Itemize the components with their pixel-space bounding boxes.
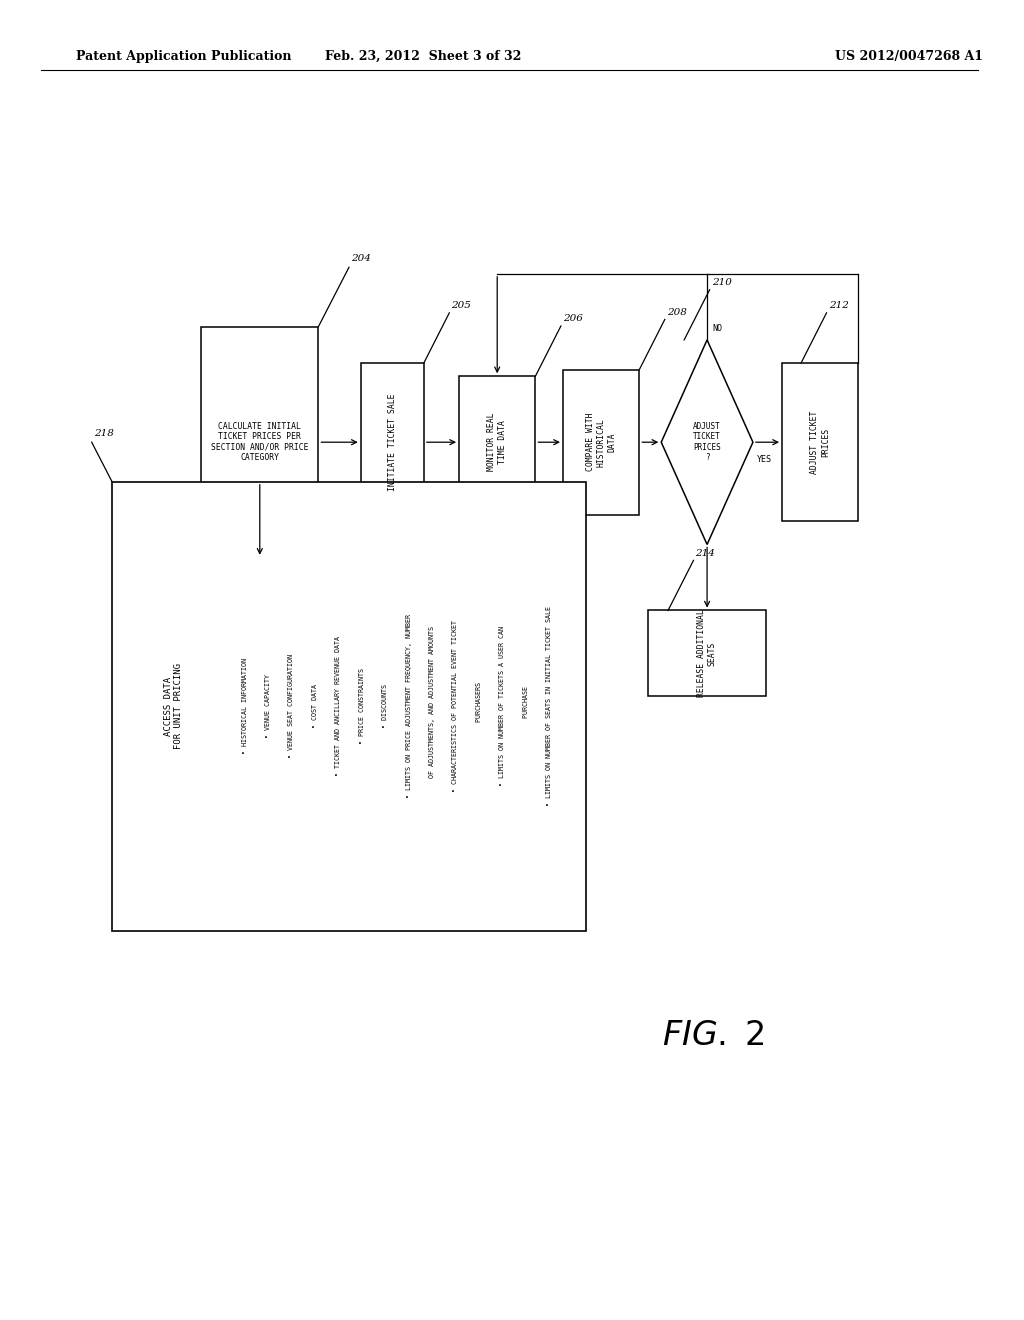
Bar (360, 363, 424, 521)
Text: • VENUE CAPACITY: • VENUE CAPACITY (265, 675, 271, 738)
Text: Feb. 23, 2012  Sheet 3 of 32: Feb. 23, 2012 Sheet 3 of 32 (325, 50, 521, 63)
Bar (112, 482, 586, 931)
Text: ADJUST
TICKET
PRICES
?: ADJUST TICKET PRICES ? (693, 422, 721, 462)
Bar (782, 363, 858, 521)
Text: CALCULATE INITIAL
TICKET PRICES PER
SECTION AND/OR PRICE
CATEGORY: CALCULATE INITIAL TICKET PRICES PER SECT… (211, 422, 308, 462)
Bar (563, 370, 639, 515)
Text: 218: 218 (94, 429, 114, 438)
Text: • LIMITS ON NUMBER OF TICKETS A USER CAN: • LIMITS ON NUMBER OF TICKETS A USER CAN (500, 626, 505, 787)
Text: 205: 205 (452, 301, 471, 310)
Text: Patent Application Publication: Patent Application Publication (77, 50, 292, 63)
Text: COMPARE WITH
HISTORICAL
DATA: COMPARE WITH HISTORICAL DATA (586, 413, 616, 471)
Text: 212: 212 (828, 301, 849, 310)
Text: • VENUE SEAT CONFIGURATION: • VENUE SEAT CONFIGURATION (289, 655, 294, 758)
Text: 210: 210 (712, 279, 731, 286)
Text: • HISTORICAL INFORMATION: • HISTORICAL INFORMATION (242, 659, 248, 754)
Text: ACCESS DATA
FOR UNIT PRICING: ACCESS DATA FOR UNIT PRICING (164, 663, 183, 750)
Text: PURCHASERS: PURCHASERS (476, 682, 482, 730)
Text: NO: NO (712, 325, 722, 333)
Bar (202, 327, 318, 557)
Text: 204: 204 (351, 255, 371, 263)
Text: 214: 214 (695, 549, 716, 557)
Text: • PRICE CONSTRAINTS: • PRICE CONSTRAINTS (358, 668, 365, 744)
Bar (648, 610, 766, 697)
Text: 206: 206 (563, 314, 583, 323)
Text: YES: YES (757, 455, 772, 465)
Text: OF ADJUSTMENTS, AND ADJUSTMENT AMOUNTS: OF ADJUSTMENTS, AND ADJUSTMENT AMOUNTS (429, 626, 435, 787)
Text: INITIATE TICKET SALE: INITIATE TICKET SALE (388, 393, 396, 491)
Text: ADJUST TICKET
PRICES: ADJUST TICKET PRICES (810, 411, 829, 474)
Text: 208: 208 (667, 308, 687, 317)
Polygon shape (662, 339, 753, 544)
Text: US 2012/0047268 A1: US 2012/0047268 A1 (836, 50, 983, 63)
Text: • TICKET AND ANCILLARY REVENUE DATA: • TICKET AND ANCILLARY REVENUE DATA (335, 636, 341, 776)
Text: PURCHASE: PURCHASE (522, 686, 528, 726)
Text: • CHARACTERISTICS OF POTENTIAL EVENT TICKET: • CHARACTERISTICS OF POTENTIAL EVENT TIC… (453, 620, 459, 792)
Text: • LIMITS ON NUMBER OF SEATS IN INITIAL TICKET SALE: • LIMITS ON NUMBER OF SEATS IN INITIAL T… (546, 606, 552, 807)
Text: • COST DATA: • COST DATA (312, 684, 317, 729)
Bar (459, 376, 536, 508)
Text: $\mathit{FIG.\ 2}$: $\mathit{FIG.\ 2}$ (662, 1020, 765, 1052)
Text: • LIMITS ON PRICE ADJUSTMENT FREQUENCY, NUMBER: • LIMITS ON PRICE ADJUSTMENT FREQUENCY, … (406, 614, 412, 799)
Text: RELEASE ADDITIONAL
SEATS: RELEASE ADDITIONAL SEATS (697, 610, 717, 697)
Text: MONITOR REAL
TIME DATA: MONITOR REAL TIME DATA (487, 413, 507, 471)
Text: • DISCOUNTS: • DISCOUNTS (382, 684, 388, 729)
